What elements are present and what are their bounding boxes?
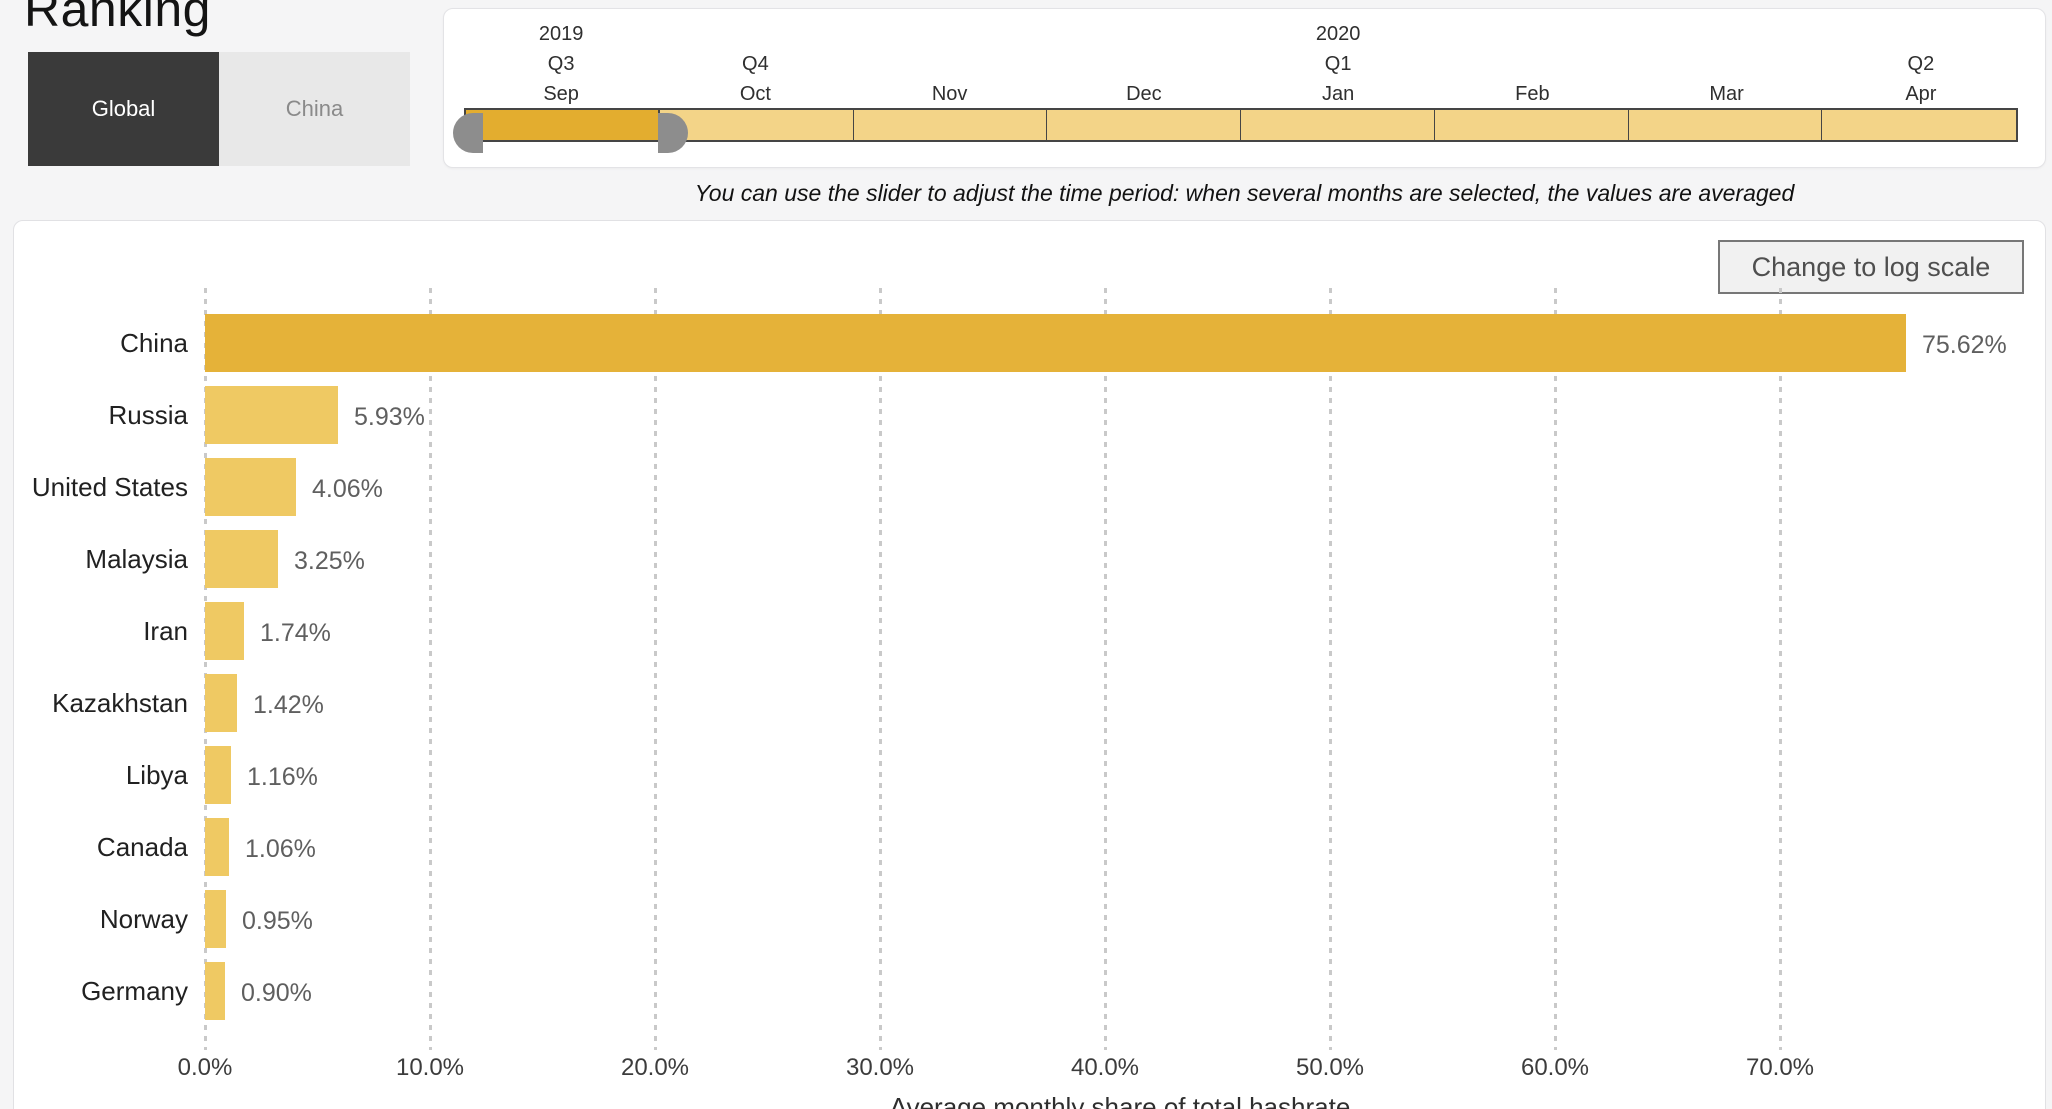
category-label: Norway — [99, 904, 188, 934]
slider-year-label: 2019 — [538, 23, 584, 45]
slider-segment-mar[interactable] — [1628, 110, 1823, 140]
x-tick-label: 0.0% — [177, 1054, 233, 1081]
category-label: Iran — [143, 616, 188, 646]
slider-month-label: Sep — [543, 83, 579, 105]
slider-left-handle[interactable] — [453, 113, 483, 153]
bar-malaysia[interactable] — [205, 530, 278, 588]
value-label: 75.62% — [1922, 331, 2007, 359]
value-label: 0.90% — [241, 979, 312, 1007]
category-label: Russia — [108, 400, 188, 430]
gridline-70.0% — [1779, 288, 1782, 1050]
slider-segment-apr[interactable] — [1822, 110, 2016, 140]
value-label: 1.16% — [247, 763, 318, 791]
slider-segment-jan[interactable] — [1241, 110, 1435, 140]
bar-china[interactable] — [205, 314, 1906, 372]
x-tick-label: 10.0% — [395, 1054, 465, 1081]
value-label: 3.25% — [294, 547, 365, 575]
slider-year-label: 2020 — [1315, 23, 1361, 45]
x-tick-label: 40.0% — [1070, 1054, 1140, 1081]
x-tick-label: 50.0% — [1295, 1054, 1365, 1081]
scope-toggle-group: Global China — [28, 52, 410, 166]
slider-quarter-label: Q4 — [742, 53, 769, 75]
gridline-10.0% — [429, 288, 432, 1050]
x-axis-title: Average monthly share of total hashrate — [889, 1092, 1351, 1109]
time-slider-panel: 2019 Q3 Sep Q4 Oct Nov Dec 2020 Q1 Jan Feb Mar Q2 Apr — [443, 8, 2046, 168]
slider-hint-text: You can use the slider to adjust the tim… — [694, 180, 1795, 206]
slider-month-label: Oct — [739, 83, 771, 105]
category-label: Germany — [81, 976, 188, 1006]
value-label: 5.93% — [354, 403, 425, 431]
slider-month-label: Dec — [1126, 83, 1162, 105]
toggle-global-button[interactable]: Global — [28, 52, 219, 166]
bar-norway[interactable] — [205, 890, 226, 948]
category-label: Libya — [125, 760, 188, 790]
category-label: United States — [31, 472, 188, 502]
category-label: China — [120, 328, 188, 358]
page-title: Ranking — [24, 0, 211, 37]
gridline-30.0% — [879, 288, 882, 1050]
toggle-china-button[interactable]: China — [219, 52, 410, 166]
bar-united-states[interactable] — [205, 458, 296, 516]
value-label: 1.42% — [253, 691, 324, 719]
slider-segment-feb[interactable] — [1434, 110, 1629, 140]
slider-month-label: Jan — [1322, 83, 1355, 105]
slider-quarter-label: Q1 — [1324, 53, 1352, 75]
slider-segment-oct[interactable] — [659, 110, 854, 140]
value-label: 4.06% — [312, 475, 383, 503]
value-label: 0.95% — [242, 907, 313, 935]
bar-iran[interactable] — [205, 602, 244, 660]
category-label: Kazakhstan — [52, 688, 188, 718]
bar-canada[interactable] — [205, 818, 229, 876]
slider-month-label: Mar — [1709, 83, 1744, 105]
slider-quarter-label: Q3 — [547, 53, 575, 75]
x-tick-label: 60.0% — [1520, 1054, 1590, 1081]
slider-month-label: Nov — [931, 83, 968, 105]
change-to-log-scale-button[interactable]: Change to log scale — [1718, 240, 2024, 294]
slider-month-label: Feb — [1515, 83, 1550, 105]
bar-libya[interactable] — [205, 746, 231, 804]
slider-segment-sep[interactable] — [466, 110, 660, 140]
slider-month-label: Apr — [1905, 83, 1937, 105]
gridline-40.0% — [1104, 288, 1107, 1050]
category-label: Malaysia — [85, 544, 188, 574]
slider-segment-dec[interactable] — [1047, 110, 1241, 140]
bar-kazakhstan[interactable] — [205, 674, 237, 732]
x-tick-label: 70.0% — [1745, 1054, 1815, 1081]
bar-russia[interactable] — [205, 386, 338, 444]
value-label: 1.74% — [260, 619, 331, 647]
time-slider-track[interactable] — [464, 108, 2018, 142]
slider-quarter-label: Q2 — [1907, 53, 1935, 75]
x-tick-label: 30.0% — [845, 1054, 915, 1081]
gridline-0.0% — [204, 288, 207, 1050]
category-label: Canada — [96, 832, 188, 862]
value-label: 1.06% — [245, 835, 316, 863]
bar-germany[interactable] — [205, 962, 225, 1020]
gridline-20.0% — [654, 288, 657, 1050]
x-tick-label: 20.0% — [620, 1054, 690, 1081]
gridline-60.0% — [1554, 288, 1557, 1050]
gridline-50.0% — [1329, 288, 1332, 1050]
slider-segment-nov[interactable] — [853, 110, 1048, 140]
